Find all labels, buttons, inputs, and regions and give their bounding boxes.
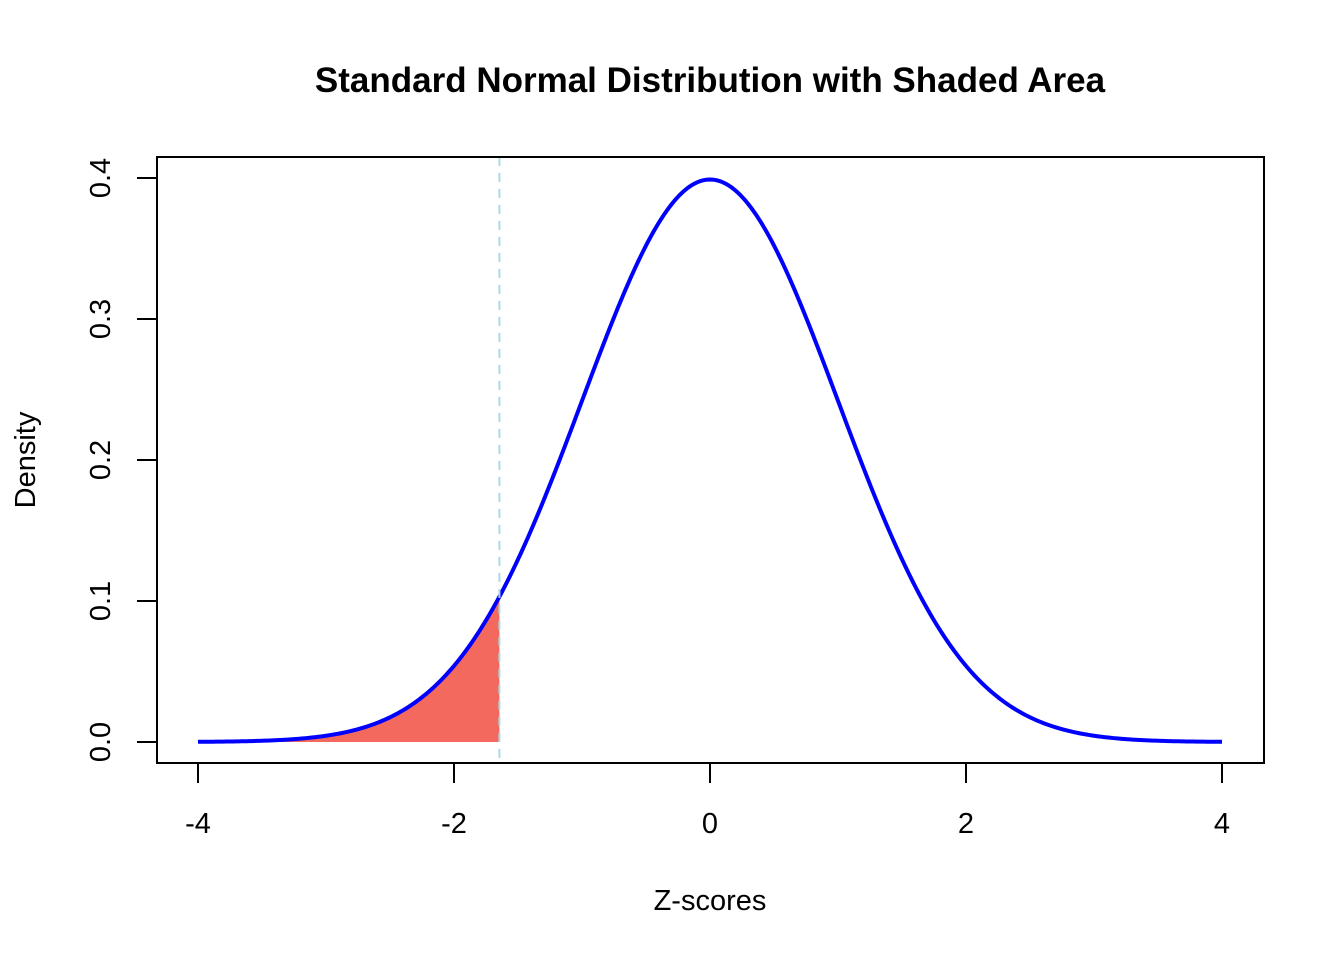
y-tick-label: 0.0 bbox=[85, 722, 117, 762]
x-tick-label: 4 bbox=[1214, 808, 1230, 840]
density-curve bbox=[197, 177, 1223, 744]
plot-area bbox=[197, 157, 1223, 763]
y-tick-label: 0.1 bbox=[85, 581, 117, 621]
y-tick-label: 0.3 bbox=[85, 299, 117, 339]
chart-title: Standard Normal Distribution with Shaded… bbox=[315, 61, 1106, 100]
y-tick-label: 0.4 bbox=[85, 158, 117, 198]
x-axis-label: Z-scores bbox=[654, 885, 767, 917]
y-axis-label: Density bbox=[10, 411, 42, 508]
y-axis: 0.0 0.1 0.2 0.3 0.4 bbox=[85, 158, 158, 762]
x-tick-label: -2 bbox=[441, 808, 467, 840]
plot-frame bbox=[156, 156, 1265, 764]
y-tick-label: 0.2 bbox=[85, 440, 117, 480]
x-tick-label: 2 bbox=[958, 808, 974, 840]
x-tick-label: -4 bbox=[185, 808, 211, 840]
x-axis: -4 -2 0 2 4 bbox=[185, 762, 1230, 840]
shaded-area bbox=[198, 596, 500, 742]
x-tick-label: 0 bbox=[702, 808, 718, 840]
